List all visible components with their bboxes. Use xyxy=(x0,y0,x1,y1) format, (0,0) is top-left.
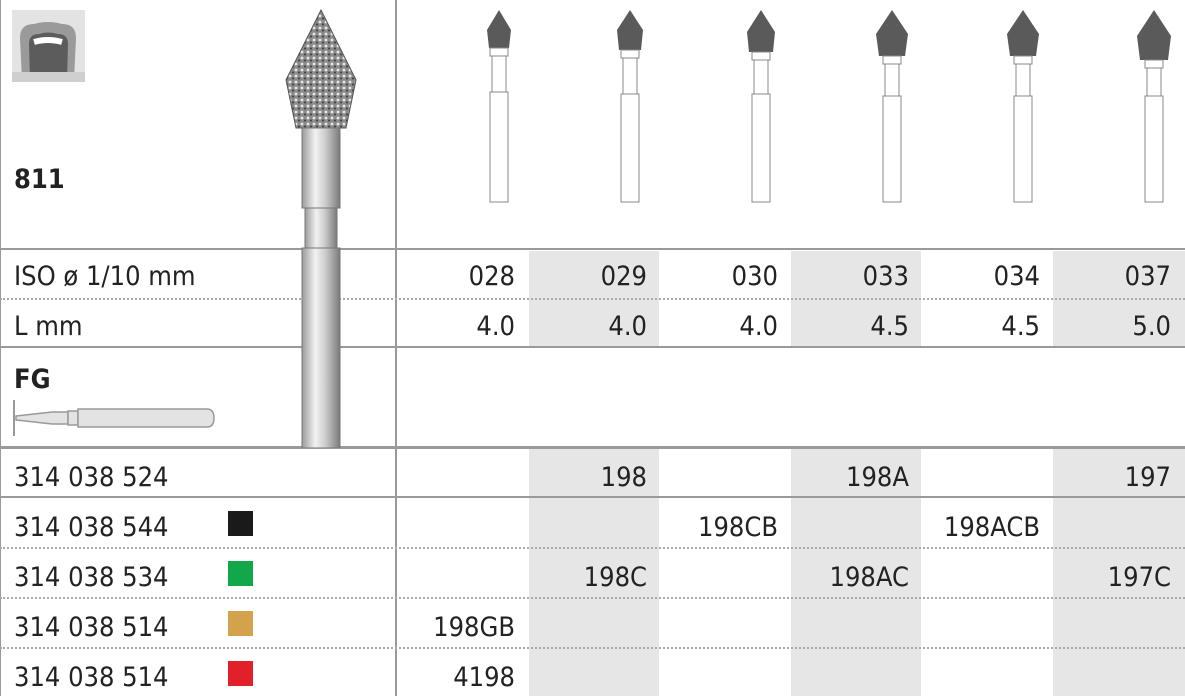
iso-cell: 028 xyxy=(468,261,515,292)
order-cell: 198A xyxy=(846,462,909,493)
large-bur-illustration xyxy=(276,8,366,449)
order-cell: 198CB xyxy=(698,512,778,543)
order-cell: 197 xyxy=(1124,462,1171,493)
length-cell: 4.5 xyxy=(870,311,909,342)
order-cell: 198 xyxy=(600,462,647,493)
order-cell: 4198 xyxy=(453,662,515,693)
order-cell: 198ACB xyxy=(943,512,1040,543)
iso-cell: 037 xyxy=(1124,261,1171,292)
length-cell: 5.0 xyxy=(1132,311,1171,342)
order-code: 314 038 524 xyxy=(14,462,169,493)
grit-color-swatch-black xyxy=(228,511,253,536)
order-code: 314 038 514 xyxy=(14,662,169,693)
order-cell: 198GB xyxy=(433,612,515,643)
bur-sketch-row xyxy=(395,0,1185,248)
iso-cell: 030 xyxy=(731,261,778,292)
iso-cell: 033 xyxy=(862,261,909,292)
spec-label-length: L mm xyxy=(14,311,83,342)
shank-type-label: FG xyxy=(14,364,51,395)
length-cell: 4.0 xyxy=(476,311,515,342)
order-code: 314 038 544 xyxy=(14,512,169,543)
grit-color-swatch-gold xyxy=(228,611,253,636)
order-cell: 198C xyxy=(583,562,647,593)
order-cell: 198AC xyxy=(829,562,909,593)
order-code: 314 038 534 xyxy=(14,562,169,593)
length-cell: 4.5 xyxy=(1001,311,1040,342)
spec-label-iso: ISO ø 1/10 mm xyxy=(14,261,196,292)
tooth-crown-icon xyxy=(12,10,85,82)
length-cell: 4.0 xyxy=(739,311,778,342)
grit-color-swatch-green xyxy=(228,561,253,586)
order-cell: 197C xyxy=(1107,562,1171,593)
iso-cell: 034 xyxy=(993,261,1040,292)
fg-shank-icon xyxy=(12,398,217,438)
product-code: 811 xyxy=(14,164,65,195)
length-cell: 4.0 xyxy=(608,311,647,342)
grit-color-swatch-red xyxy=(228,661,253,686)
order-code: 314 038 514 xyxy=(14,612,169,643)
iso-cell: 029 xyxy=(600,261,647,292)
